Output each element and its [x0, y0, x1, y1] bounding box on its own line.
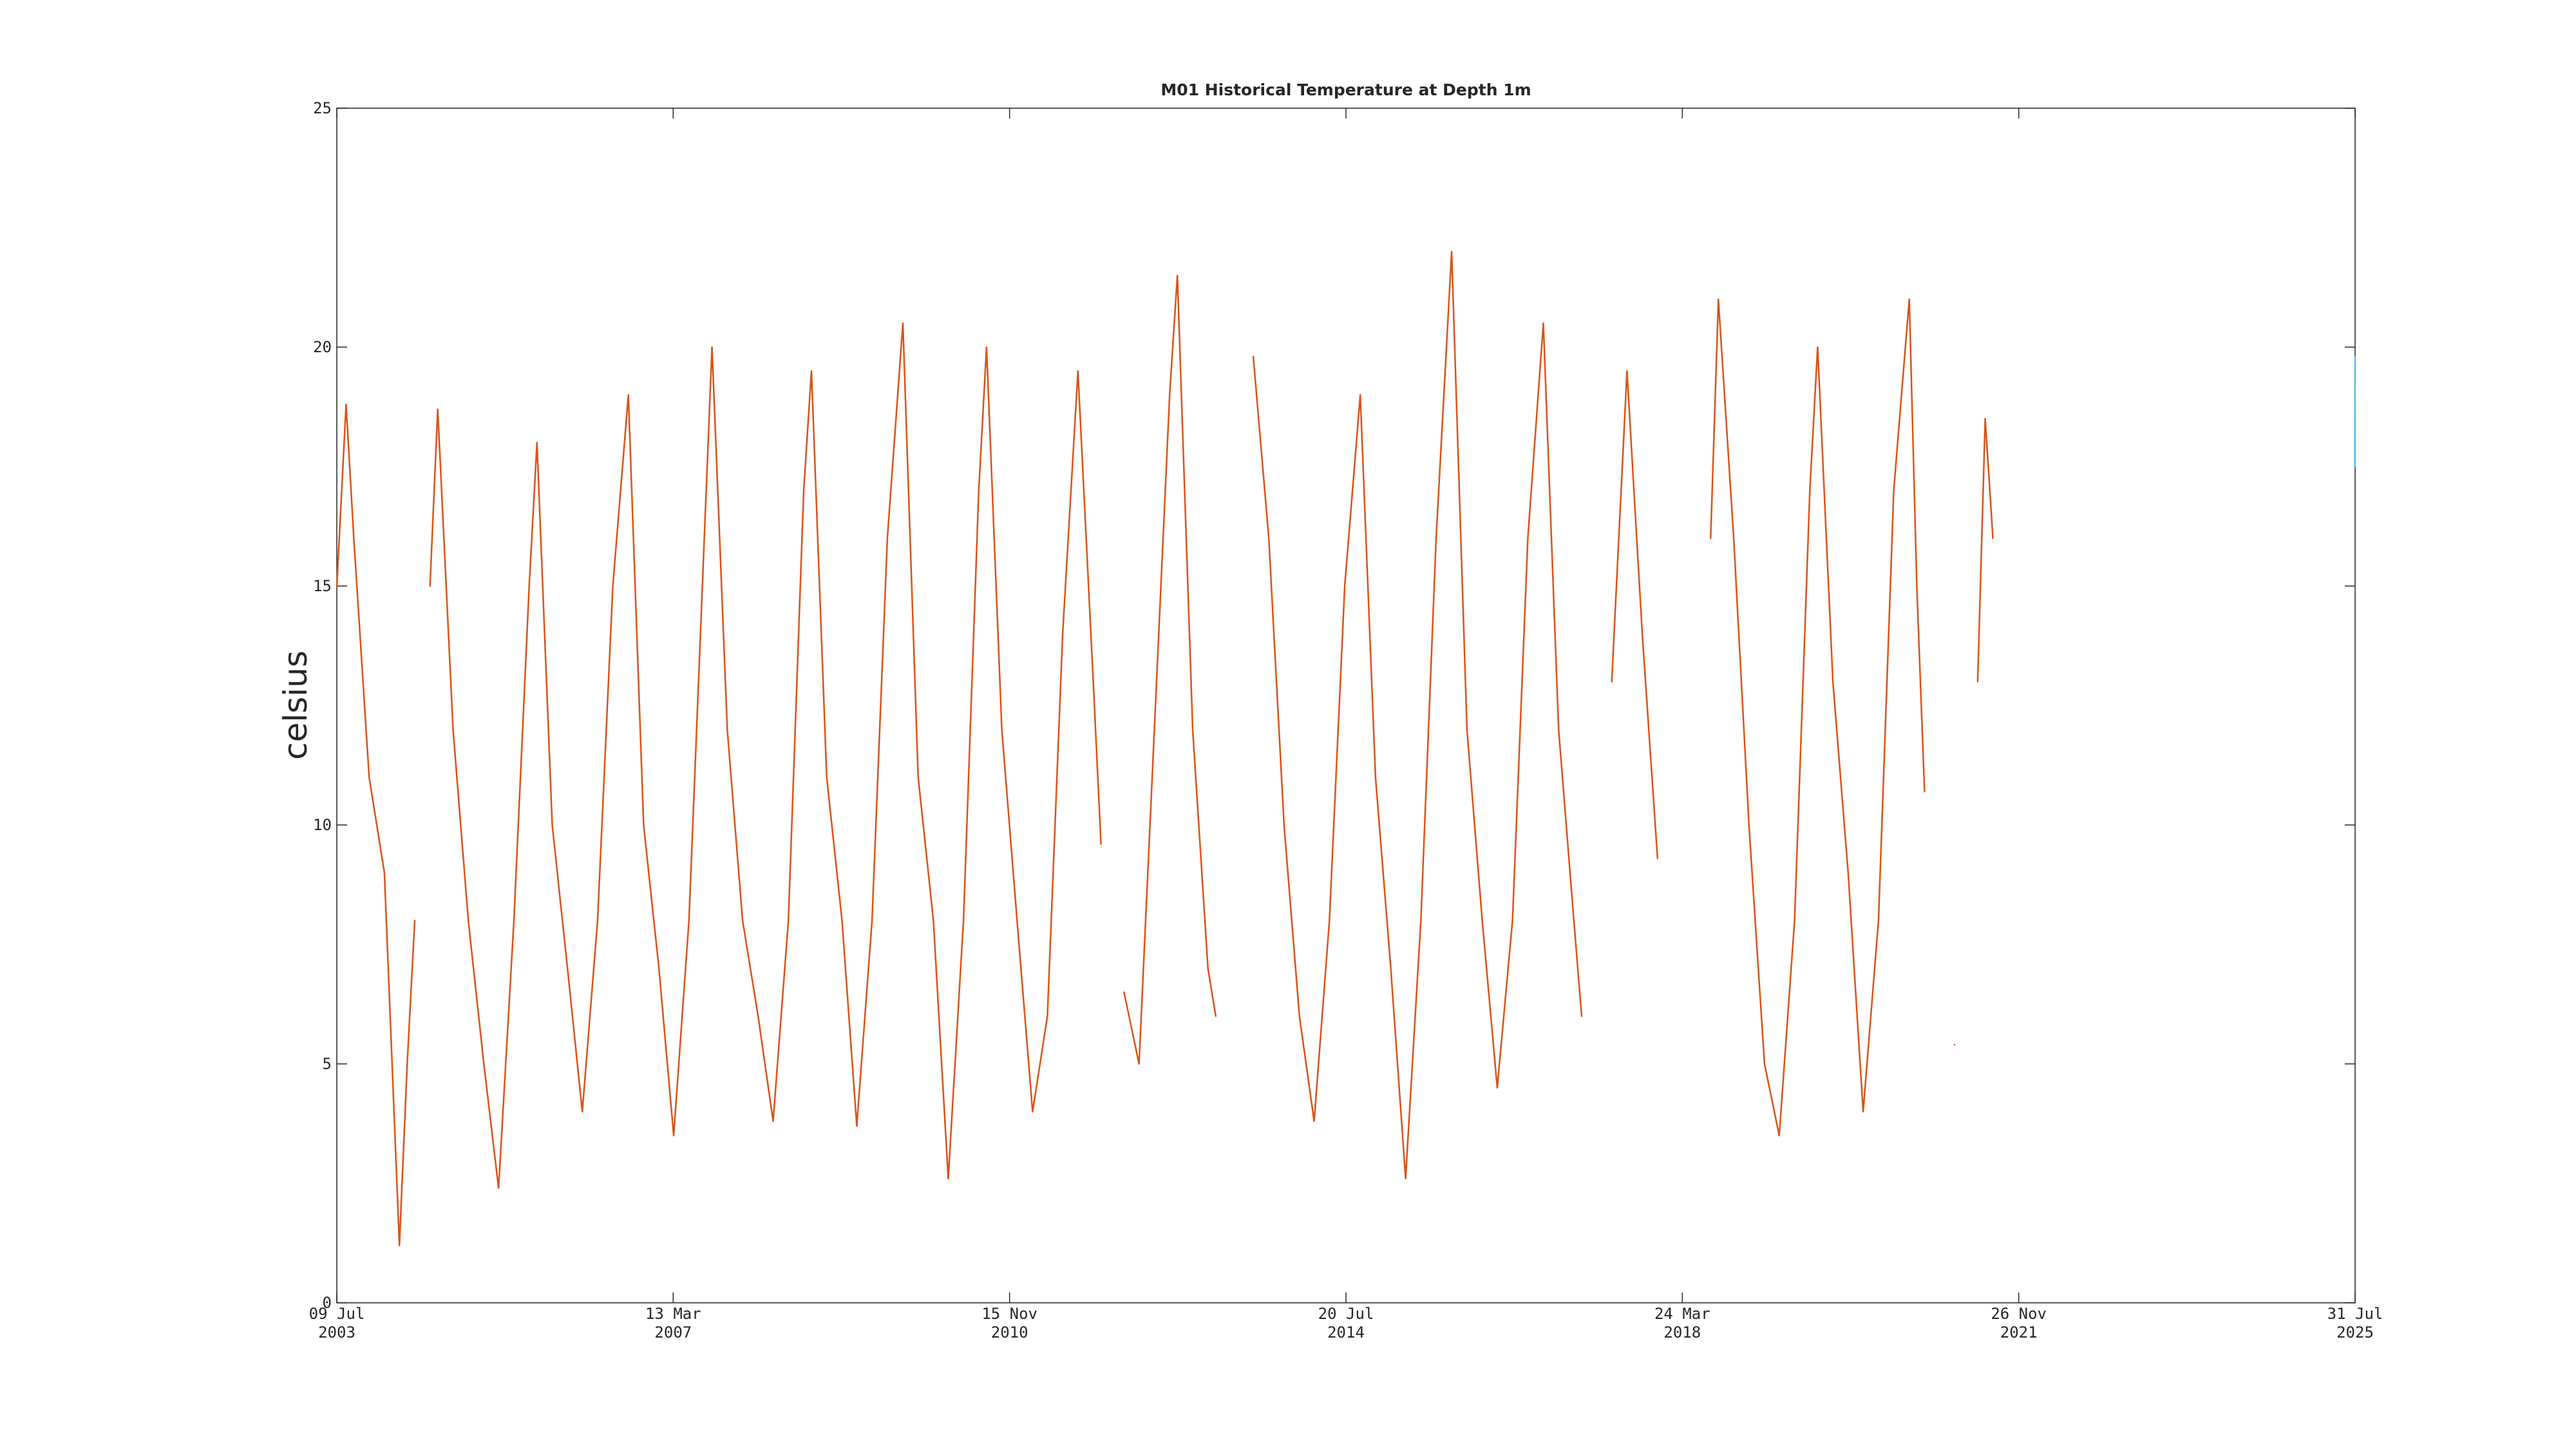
y-tick-label: 10 [313, 816, 332, 834]
x-tick-label: 26 Nov [1991, 1305, 2047, 1323]
x-tick-label: 2021 [2000, 1323, 2038, 1341]
data-line [336, 251, 1994, 1247]
x-tick-label: 20 Jul [1318, 1305, 1374, 1323]
x-tick-label: 2007 [654, 1323, 692, 1341]
x-tick-label: 2018 [1663, 1323, 1701, 1341]
x-tick-label: 31 Jul [2327, 1305, 2383, 1323]
x-tick-label: 24 Mar [1654, 1305, 1710, 1323]
chart-title: M01 Historical Temperature at Depth 1m [1160, 80, 1531, 99]
y-tick-label: 5 [323, 1055, 332, 1073]
x-tick-label: 2014 [1327, 1323, 1365, 1341]
y-axis-label: celsius [277, 650, 314, 760]
x-tick-label: 2025 [2336, 1323, 2374, 1341]
y-tick-label: 0 [323, 1294, 332, 1312]
y-tick-label: 20 [313, 338, 332, 356]
x-tick-label: 2010 [991, 1323, 1028, 1341]
y-tick-label: 15 [313, 577, 332, 595]
x-tick-label: 15 Nov [981, 1305, 1037, 1323]
x-tick-label: 09 Jul [309, 1305, 365, 1323]
y-tick-label: 25 [313, 99, 332, 117]
x-tick-label: 13 Mar [645, 1305, 701, 1323]
x-tick-label: 2003 [318, 1323, 355, 1341]
